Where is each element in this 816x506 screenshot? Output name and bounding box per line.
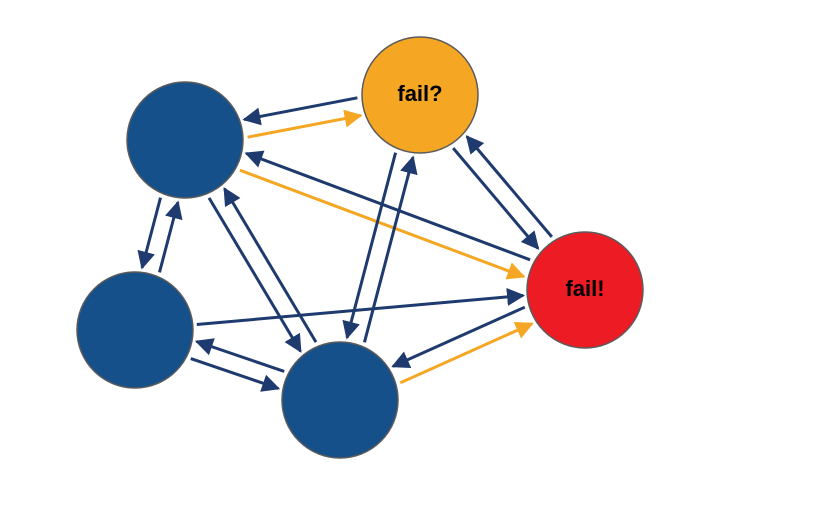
edge: [240, 170, 524, 276]
edge: [209, 198, 301, 351]
edge: [197, 342, 285, 372]
node-n2: [77, 272, 193, 388]
network-diagram: fail? fail!: [0, 0, 816, 506]
edge: [191, 359, 279, 389]
node-n3: [282, 342, 398, 458]
edge: [248, 115, 361, 137]
node-layer: fail? fail!: [77, 37, 643, 458]
edge: [246, 153, 530, 259]
node-n5: fail!: [527, 232, 643, 348]
edge: [467, 137, 552, 237]
node-n4: fail?: [362, 37, 478, 153]
node-label: fail!: [565, 276, 604, 301]
edge: [197, 295, 523, 324]
node-circle: [127, 82, 243, 198]
edge: [244, 98, 357, 120]
node-label: fail?: [397, 81, 442, 106]
node-circle: [282, 342, 398, 458]
edge: [364, 157, 413, 342]
edge: [453, 148, 538, 248]
node-n1: [127, 82, 243, 198]
node-circle: [77, 272, 193, 388]
edge: [142, 198, 160, 268]
edge: [159, 202, 177, 272]
